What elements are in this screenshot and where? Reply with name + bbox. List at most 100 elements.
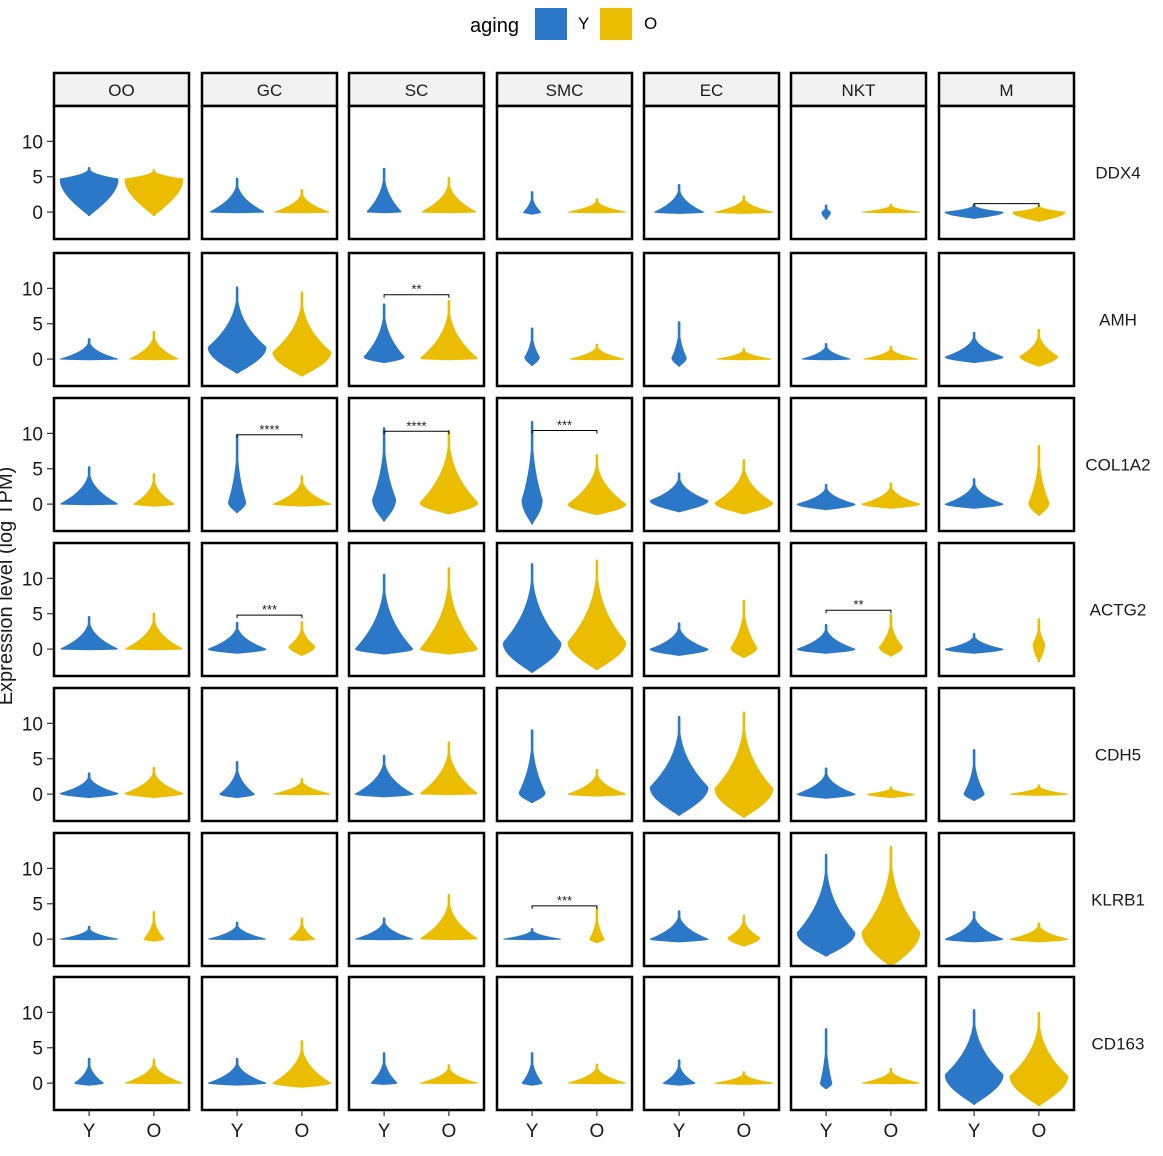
panel-ddx4-m xyxy=(937,104,1076,241)
panel-background xyxy=(202,398,337,531)
violin-o xyxy=(274,189,330,214)
violin-y xyxy=(796,853,856,957)
violin-o xyxy=(861,846,921,968)
x-tick-label-y: Y xyxy=(968,1121,981,1142)
violin-y xyxy=(796,767,856,799)
panel-background xyxy=(939,688,1074,821)
violin-y xyxy=(521,1052,543,1086)
significance-label: *** xyxy=(557,893,572,908)
y-tick-label: 0 xyxy=(32,1074,43,1095)
y-tick-label: 5 xyxy=(32,315,43,336)
violin-y xyxy=(207,621,267,654)
panel-background xyxy=(54,543,189,676)
x-tick-label-o: O xyxy=(442,1121,457,1142)
panel-background xyxy=(497,977,632,1110)
significance-label: ** xyxy=(411,282,421,297)
violin-y xyxy=(208,921,267,941)
panel-background xyxy=(54,688,189,821)
significance-bracket xyxy=(825,609,892,614)
violin-o xyxy=(589,907,605,944)
violin-o xyxy=(125,1058,183,1085)
significance-bracket xyxy=(236,434,303,438)
panel-border xyxy=(789,831,928,968)
panel-border xyxy=(200,396,339,533)
panel-background xyxy=(349,253,484,386)
y-tick-label: 5 xyxy=(32,460,43,481)
violin-y xyxy=(649,715,709,816)
y-tick-label: 10 xyxy=(22,859,43,880)
violin-y xyxy=(518,729,546,804)
panel-background xyxy=(939,106,1074,239)
panel-actg2-sc xyxy=(347,541,486,678)
x-tick-label-y: Y xyxy=(526,1121,539,1142)
panel-background xyxy=(644,977,779,1110)
legend-label-y: Y xyxy=(578,14,589,33)
violin-y xyxy=(649,910,709,943)
panel-amh-ec xyxy=(642,251,781,388)
panel-border xyxy=(200,541,339,678)
panel-background xyxy=(644,543,779,676)
panel-background xyxy=(54,977,189,1110)
panel-border xyxy=(200,975,339,1112)
panel-background xyxy=(349,543,484,676)
x-tick-label-y: Y xyxy=(83,1121,96,1142)
violin-o xyxy=(567,1063,626,1085)
violin-o xyxy=(878,614,903,657)
panel-border xyxy=(200,251,339,388)
panel-background xyxy=(939,543,1074,676)
panel-actg2-nkt: ** xyxy=(789,541,928,678)
violin-o xyxy=(567,454,627,516)
panel-ddx4-oo xyxy=(52,104,191,241)
panel-klrb1-m xyxy=(937,831,1076,968)
panel-background xyxy=(349,833,484,966)
violin-o xyxy=(420,741,478,796)
panel-cd163-nkt xyxy=(789,975,928,1112)
violin-o xyxy=(714,711,774,818)
legend: aging Y O xyxy=(470,8,657,40)
panel-border xyxy=(52,686,191,823)
panel-amh-gc xyxy=(200,251,339,388)
violin-o xyxy=(714,1071,774,1085)
panel-amh-smc xyxy=(495,251,634,388)
violin-y xyxy=(653,184,705,214)
violin-o xyxy=(1009,1011,1069,1107)
violin-y xyxy=(59,167,119,217)
x-tick-label-y: Y xyxy=(673,1121,686,1142)
violin-o xyxy=(1009,922,1069,943)
panel-border xyxy=(52,396,191,533)
violin-o xyxy=(861,203,920,214)
panel-ddx4-smc xyxy=(495,104,634,241)
panel-border xyxy=(495,541,634,678)
panel-actg2-gc: *** xyxy=(200,541,339,678)
row-label-col1a2: COL1A2 xyxy=(1085,456,1150,475)
strip-smc xyxy=(495,71,634,108)
panel-border xyxy=(495,686,634,823)
violin-o xyxy=(143,911,165,942)
panel-cd163-smc xyxy=(495,975,634,1112)
violin-o xyxy=(420,894,478,941)
violin-y xyxy=(59,338,119,361)
row-label-klrb1: KLRB1 xyxy=(1091,891,1145,910)
violin-y xyxy=(370,1052,398,1085)
y-tick-label: 0 xyxy=(32,785,43,806)
panel-col1a2-sc: **** xyxy=(347,396,486,533)
violin-o xyxy=(1012,204,1066,222)
violin-y xyxy=(944,478,1004,509)
strip-label-sc: SC xyxy=(405,81,429,100)
violin-o xyxy=(272,1040,332,1088)
panel-background xyxy=(497,253,632,386)
violin-y xyxy=(354,754,415,798)
panel-background xyxy=(791,688,926,821)
panel-background xyxy=(202,688,337,821)
panel-ddx4-sc xyxy=(347,104,486,241)
panel-border xyxy=(495,396,634,533)
violin-y xyxy=(209,177,265,214)
significance-label: ** xyxy=(853,597,863,612)
x-tick-label-o: O xyxy=(884,1121,899,1142)
panel-background xyxy=(939,833,1074,966)
y-tick-label: 10 xyxy=(22,424,43,445)
y-tick-label: 5 xyxy=(32,1039,43,1060)
panel-border xyxy=(937,396,1076,533)
violin-y xyxy=(363,303,405,364)
